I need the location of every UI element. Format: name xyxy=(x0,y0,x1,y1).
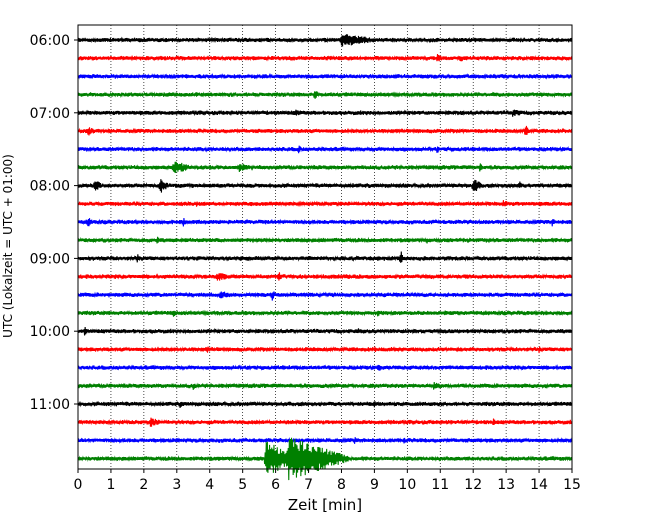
x-tick-label: 14 xyxy=(530,477,548,493)
x-tick-label: 1 xyxy=(106,477,115,493)
y-tick-label: 07:00 xyxy=(30,106,70,122)
x-tick-label: 10 xyxy=(398,477,416,493)
x-tick-label: 6 xyxy=(271,477,280,493)
trace-1000 xyxy=(78,327,572,335)
trace-0900 xyxy=(78,252,572,263)
trace-0845 xyxy=(78,237,572,244)
trace-0600 xyxy=(78,34,572,46)
trace-0915 xyxy=(78,272,572,280)
x-tick-label: 7 xyxy=(304,477,313,493)
x-tick-label: 13 xyxy=(497,477,515,493)
x-axis-title: Zeit [min] xyxy=(288,496,362,514)
trace-0815 xyxy=(78,200,572,207)
trace-1130 xyxy=(78,437,572,444)
y-tick-label: 09:00 xyxy=(30,251,70,267)
y-tick-label: 06:00 xyxy=(30,33,70,49)
y-tick-label: 11:00 xyxy=(30,397,70,413)
trace-0715 xyxy=(78,126,572,136)
trace-0630 xyxy=(78,74,572,79)
x-tick-label: 15 xyxy=(563,477,581,493)
trace-0830 xyxy=(78,218,572,226)
x-tick-label: 5 xyxy=(238,477,247,493)
trace-0700 xyxy=(78,110,572,117)
x-axis-ticks: 0 1 2 3 4 5 6 7 8 9 10 11 12 13 14 15 xyxy=(74,469,581,493)
trace-0645 xyxy=(78,91,572,99)
x-tick-label: 0 xyxy=(74,477,83,493)
trace-1145 xyxy=(78,438,572,480)
y-tick-label: 08:00 xyxy=(30,179,70,195)
y-axis-ticks: 06:00 07:00 08:00 09:00 10:00 11:00 xyxy=(30,33,78,413)
x-tick-label: 2 xyxy=(139,477,148,493)
trace-1045 xyxy=(78,382,572,390)
x-tick-label: 3 xyxy=(172,477,181,493)
trace-0800 xyxy=(78,179,572,192)
x-tick-label: 4 xyxy=(205,477,214,493)
trace-group xyxy=(78,34,572,480)
trace-1030 xyxy=(78,365,572,371)
x-tick-label: 11 xyxy=(431,477,449,493)
x-tick-label: 8 xyxy=(337,477,346,493)
y-axis-title: UTC (Lokalzeit = UTC + 01:00) xyxy=(1,154,15,338)
x-tick-label: 9 xyxy=(370,477,379,493)
trace-0930 xyxy=(78,291,572,300)
trace-0945 xyxy=(78,311,572,317)
trace-0730 xyxy=(78,146,572,154)
x-tick-label: 12 xyxy=(464,477,482,493)
trace-0745 xyxy=(78,162,572,173)
y-tick-label: 10:00 xyxy=(30,324,70,340)
trace-1015 xyxy=(78,347,572,354)
trace-0615 xyxy=(78,54,572,61)
trace-1100 xyxy=(78,401,572,408)
trace-1115 xyxy=(78,418,572,427)
